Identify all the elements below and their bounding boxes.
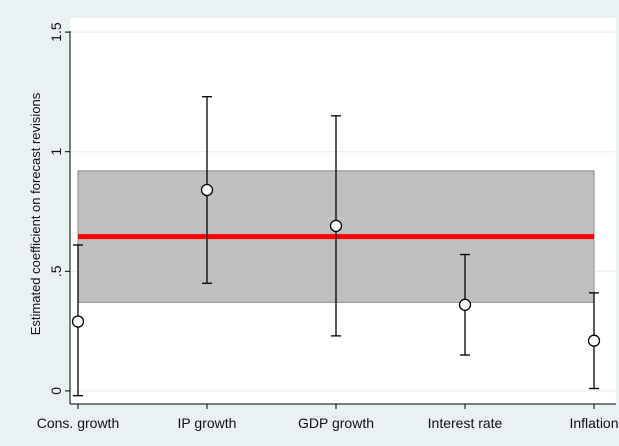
y-tick-label: 1 <box>48 148 64 156</box>
point-estimate <box>71 315 85 328</box>
point-estimates <box>71 183 601 347</box>
y-tick-label: 0 <box>48 387 64 395</box>
point-estimate <box>329 219 343 233</box>
x-tick-label: IP growth <box>178 415 237 431</box>
x-tick-label: Cons. growth <box>37 415 119 431</box>
point-estimate <box>200 183 214 197</box>
y-tick-label: 1.5 <box>48 22 64 42</box>
point-estimate <box>587 334 601 347</box>
x-tick-label: GDP growth <box>298 415 374 431</box>
x-tick-label: Inflation <box>569 415 618 431</box>
axes: 0 .5 1 1.5 Cons. growth IP growth GDP growth In… <box>37 22 619 431</box>
point-estimate <box>458 298 472 311</box>
x-tick-label: Interest rate <box>428 415 503 431</box>
y-axis-title: Estimated coefficient on forecast revisi… <box>28 92 43 335</box>
y-tick-label: .5 <box>48 265 64 277</box>
